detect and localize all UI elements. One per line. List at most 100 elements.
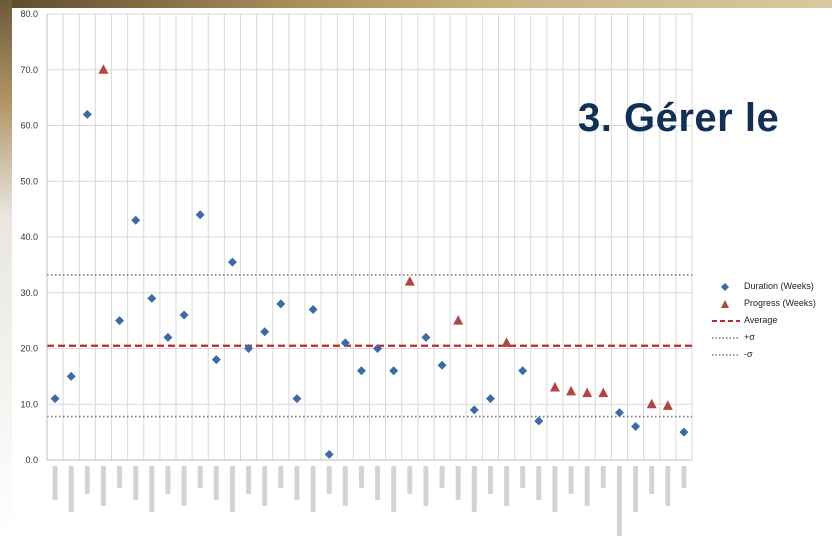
x-tick-label-blurred (262, 466, 268, 506)
duration-point (244, 344, 254, 353)
x-tick-label-blurred (407, 466, 413, 494)
y-tick-label: 20.0 (20, 344, 38, 354)
y-tick-label: 30.0 (20, 288, 38, 298)
legend-label-minus-sigma: -σ (744, 349, 753, 359)
x-tick-label-blurred (133, 466, 139, 500)
duration-point (195, 210, 205, 220)
duration-point (356, 366, 366, 376)
duration-point (66, 371, 76, 381)
x-tick-label-blurred (423, 466, 429, 506)
x-tick-label-blurred (246, 466, 252, 494)
slide-title: 3. Gérer le (578, 96, 780, 140)
progress-point (98, 64, 109, 74)
y-tick-label: 0.0 (25, 455, 38, 465)
legend-item-progress: Progress (Weeks) (712, 296, 816, 313)
progress-point (404, 276, 415, 286)
duration-point (324, 449, 334, 459)
x-tick-label-blurred (520, 466, 526, 488)
y-axis: 0.0 10.0 20.0 30.0 40.0 50.0 60.0 70.0 80.0 (20, 9, 692, 465)
x-tick-label-blurred (181, 466, 187, 506)
x-tick-label-blurred (342, 466, 348, 506)
duration-point (534, 416, 544, 426)
x-tick-label-blurred (552, 466, 558, 512)
data-markers (50, 64, 689, 459)
progress-point (566, 385, 577, 396)
x-tick-label-blurred (294, 466, 300, 500)
legend-item-duration: Duration (Weeks) (712, 279, 816, 296)
duration-point (340, 338, 350, 348)
x-tick-label-blurred (616, 466, 622, 536)
x-tick-label-blurred (681, 466, 687, 488)
x-tick-label-blurred (568, 466, 574, 494)
slide-left-decoration (0, 0, 12, 540)
x-tick-labels (52, 466, 687, 536)
duration-point (485, 394, 495, 404)
x-tick-label-blurred (149, 466, 155, 512)
duration-point (276, 299, 286, 309)
duration-point (469, 405, 479, 415)
duration-point (147, 293, 157, 303)
x-tick-label-blurred (633, 466, 639, 512)
x-tick-label-blurred (584, 466, 590, 506)
x-tick-label-blurred (52, 466, 58, 500)
duration-point (179, 310, 189, 320)
y-tick-label: 70.0 (20, 65, 38, 75)
duration-point (389, 366, 399, 376)
progress-point (549, 382, 560, 392)
x-tick-label-blurred (213, 466, 219, 500)
x-tick-label-blurred (504, 466, 510, 506)
legend-label-plus-sigma: +σ (744, 332, 755, 342)
x-tick-label-blurred (536, 466, 542, 500)
legend-item-plus-sigma: +σ (712, 330, 816, 347)
x-tick-label-blurred (84, 466, 90, 494)
progress-point (598, 387, 609, 398)
x-tick-label-blurred (229, 466, 235, 512)
x-tick-label-blurred (391, 466, 397, 512)
dashed-line-icon (712, 320, 740, 322)
x-tick-label-blurred (358, 466, 364, 488)
diamond-marker-icon (721, 283, 729, 291)
y-tick-label: 80.0 (20, 9, 38, 19)
duration-point (292, 394, 302, 404)
x-tick-label-blurred (310, 466, 316, 512)
x-tick-label-blurred (471, 466, 477, 512)
duration-point (115, 316, 125, 326)
duration-point (82, 109, 92, 119)
x-tick-label-blurred (649, 466, 655, 494)
duration-point (227, 257, 237, 267)
progress-point (582, 387, 593, 398)
duration-point (614, 408, 624, 418)
duration-point (260, 327, 270, 337)
progress-point (501, 337, 512, 347)
x-tick-label-blurred (665, 466, 671, 506)
y-tick-label: 60.0 (20, 121, 38, 131)
x-tick-label-blurred (165, 466, 171, 494)
dotted-line-icon (712, 337, 738, 339)
progress-point (662, 400, 673, 410)
y-tick-label: 50.0 (20, 176, 38, 186)
legend-item-minus-sigma: -σ (712, 347, 816, 364)
grid-layer (46, 13, 693, 461)
duration-point (679, 427, 689, 437)
x-tick-label-blurred (487, 466, 493, 494)
x-tick-label-blurred (600, 466, 606, 488)
duration-point (163, 332, 173, 342)
duration-point (308, 304, 318, 314)
progress-point (453, 315, 464, 325)
x-tick-label-blurred (100, 466, 106, 506)
x-tick-label-blurred (455, 466, 461, 500)
y-tick-label: 10.0 (20, 399, 38, 409)
progress-point (646, 398, 657, 409)
duration-point (631, 422, 641, 432)
chart-legend: Duration (Weeks) Progress (Weeks) Averag… (712, 279, 816, 364)
x-tick-label-blurred (68, 466, 74, 512)
dotted-line-icon (712, 354, 738, 356)
reference-lines (47, 274, 692, 418)
x-tick-label-blurred (117, 466, 123, 488)
duration-point (518, 366, 528, 376)
x-tick-label-blurred (197, 466, 203, 488)
duration-point (50, 394, 60, 404)
legend-label-progress: Progress (Weeks) (744, 298, 816, 308)
y-tick-label: 40.0 (20, 232, 38, 242)
